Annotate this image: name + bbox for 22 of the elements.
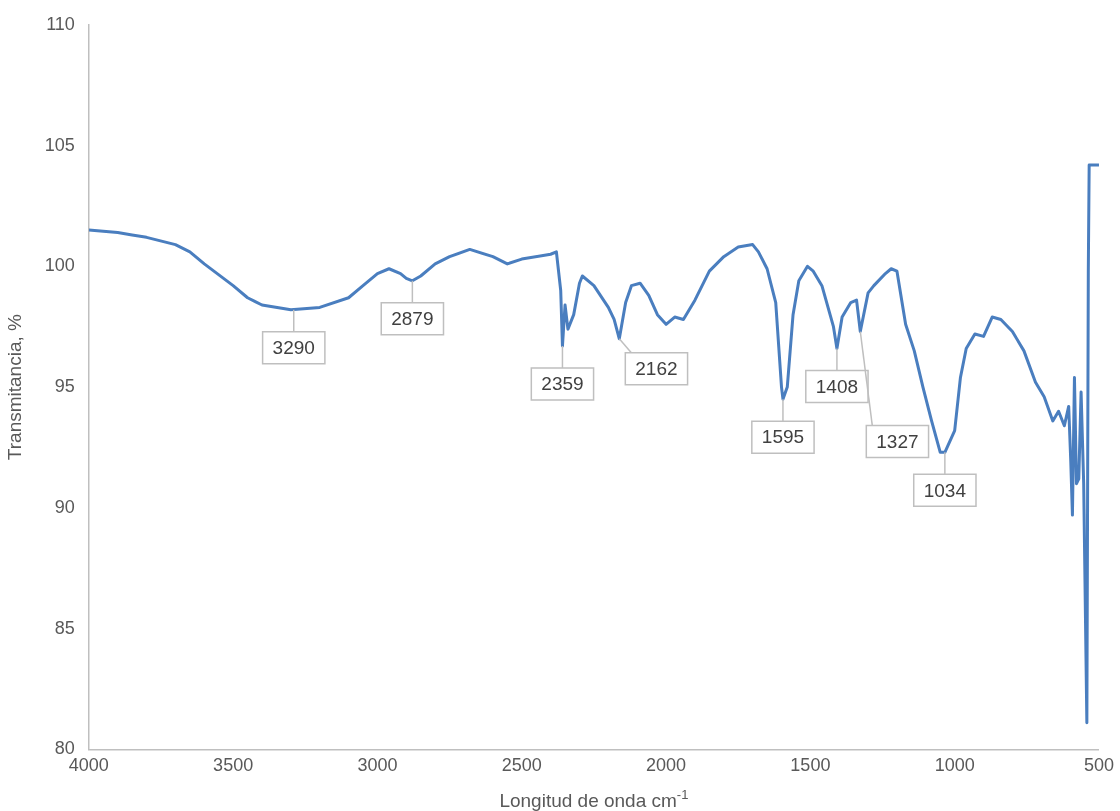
x-tick-label: 2000 (646, 755, 687, 776)
annotation: 2879 (391, 308, 434, 330)
x-tick-label: 3000 (357, 755, 398, 776)
y-tick-label: 100 (44, 255, 75, 276)
annotation: 1595 (761, 426, 805, 448)
x-tick-label: 2500 (501, 755, 542, 776)
x-tick-label: 1000 (934, 755, 975, 776)
y-tick-label: 85 (54, 617, 75, 638)
annotation: 1408 (815, 375, 859, 397)
x-tick-label: 3500 (213, 755, 254, 776)
annotation: 3290 (272, 337, 315, 359)
y-tick-label: 90 (54, 496, 75, 517)
y-tick-label: 105 (44, 134, 75, 155)
annotation: 1034 (923, 479, 967, 501)
annotation: 1327 (876, 430, 919, 452)
y-axis-title: Transmitancia, % (3, 313, 25, 461)
annotation: 2162 (635, 358, 678, 380)
y-tick-label: 110 (46, 13, 75, 34)
x-tick-label: 1500 (790, 755, 831, 776)
y-tick-label: 95 (54, 376, 75, 397)
x-tick-label: 500 (1083, 755, 1115, 776)
annotation: 2359 (541, 373, 584, 395)
